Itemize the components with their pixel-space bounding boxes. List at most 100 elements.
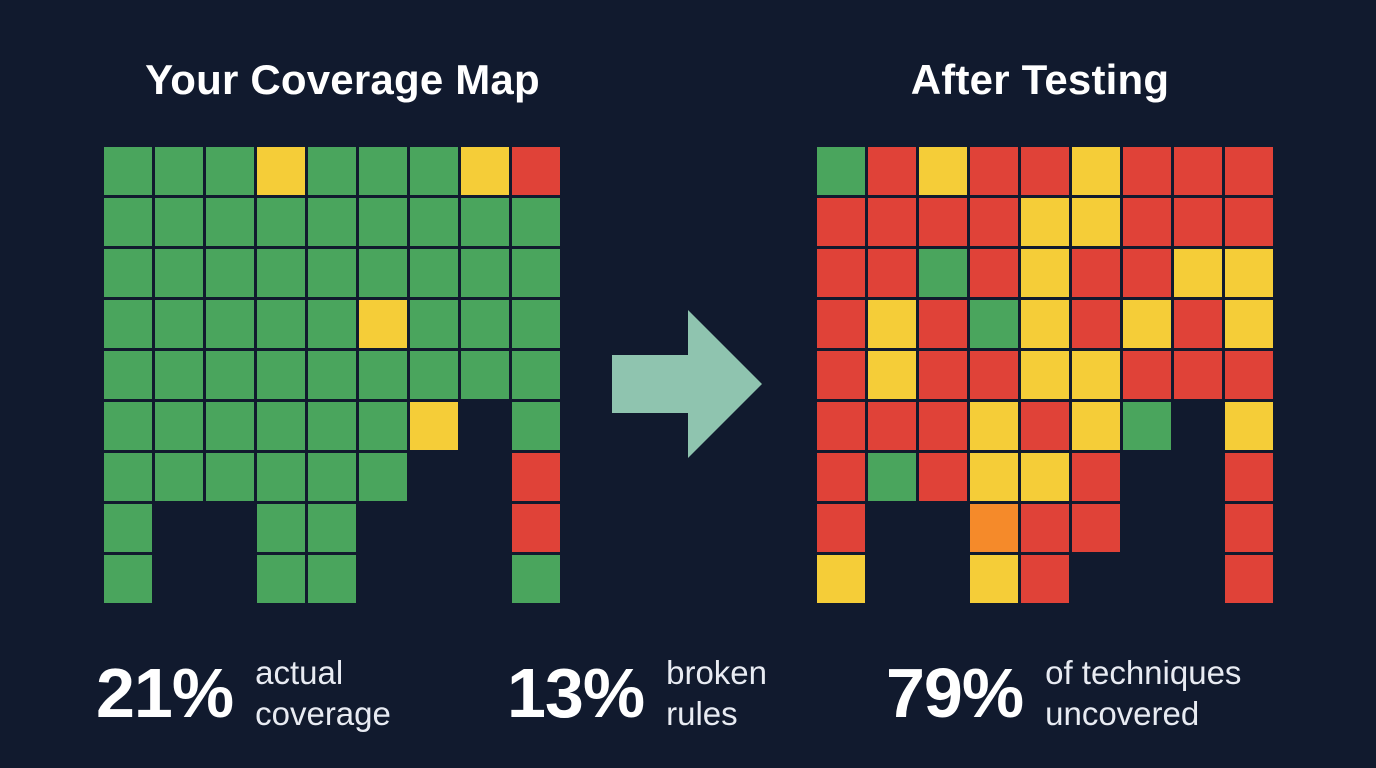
stat-label: broken rules [666,652,767,734]
grid-cell-uncovered [817,402,865,450]
grid-cell-uncovered [817,300,865,348]
grid-cell-empty [1123,453,1171,501]
grid-cell-partial [817,555,865,603]
grid-cell-covered [359,351,407,399]
grid-cell-covered [257,198,305,246]
grid-cell-covered [1123,402,1171,450]
grid-cell-covered [257,504,305,552]
grid-cell-uncovered [1174,351,1222,399]
grid-cell-covered [206,249,254,297]
grid-cell-covered [206,198,254,246]
grid-cell-partial [1123,300,1171,348]
grid-cell-empty [410,504,458,552]
grid-cell-covered [206,402,254,450]
grid-cell-uncovered [1225,453,1273,501]
grid-cell-covered [512,402,560,450]
grid-cell-partial [970,555,1018,603]
grid-cell-partial [359,300,407,348]
grid-cell-partial [1021,300,1069,348]
grid-cell-uncovered [919,351,967,399]
grid-cell-covered [512,351,560,399]
grid-cell-uncovered [1225,555,1273,603]
grid-cell-uncovered [970,351,1018,399]
grid-cell-partial [1021,249,1069,297]
arrow-shape [612,310,762,458]
stat-label-line: broken [666,654,768,691]
grid-cell-covered [410,300,458,348]
grid-cell-empty [461,504,509,552]
grid-cell-uncovered [1174,147,1222,195]
grid-cell-uncovered [817,453,865,501]
grid-cell-uncovered [1123,147,1171,195]
grid-cell-uncovered [817,351,865,399]
grid-cell-covered [257,555,305,603]
grid-cell-covered [155,453,203,501]
stat-broken-rules: 13% broken rules [507,648,767,738]
grid-cell-covered [257,300,305,348]
grid-cell-uncovered [970,198,1018,246]
grid-cell-covered [155,249,203,297]
grid-cell-uncovered [868,249,916,297]
grid-cell-empty [1123,504,1171,552]
grid-cell-covered [512,198,560,246]
stat-actual-coverage: 21% actual coverage [96,648,391,738]
grid-cell-covered [308,402,356,450]
grid-cell-covered [410,351,458,399]
grid-cell-covered [104,147,152,195]
grid-cell-covered [104,555,152,603]
grid-cell-partial [1021,351,1069,399]
grid-cell-uncovered [512,504,560,552]
grid-cell-uncovered [1021,555,1069,603]
grid-cell-empty [410,555,458,603]
grid-cell-empty [206,504,254,552]
grid-cell-partial [257,147,305,195]
grid-cell-uncovered [919,402,967,450]
coverage-grid-after [817,147,1273,603]
coverage-grid-before [104,147,560,603]
grid-cell-covered [868,453,916,501]
grid-cell-uncovered [868,198,916,246]
grid-cell-covered [410,198,458,246]
grid-cell-empty [1174,453,1222,501]
grid-cell-covered [104,504,152,552]
grid-cell-empty [359,555,407,603]
grid-cell-uncovered [1225,147,1273,195]
grid-cell-covered [410,147,458,195]
grid-cell-covered [919,249,967,297]
grid-cell-covered [104,249,152,297]
grid-cell-empty [155,555,203,603]
grid-cell-empty [461,402,509,450]
grid-cell-uncovered [1123,351,1171,399]
grid-cell-empty [359,504,407,552]
grid-cell-covered [461,249,509,297]
grid-cell-uncovered [970,147,1018,195]
grid-cell-partial [1225,300,1273,348]
stat-label-line: coverage [255,695,391,732]
grid-cell-covered [817,147,865,195]
grid-cell-covered [359,402,407,450]
grid-cell-empty [1174,555,1222,603]
grid-cell-uncovered [1072,453,1120,501]
grid-cell-uncovered [1225,198,1273,246]
grid-cell-partial [1021,198,1069,246]
grid-cell-covered [257,453,305,501]
grid-cell-covered [308,147,356,195]
grid-cell-covered [257,402,305,450]
grid-cell-covered [461,300,509,348]
grid-cell-uncovered [1174,198,1222,246]
grid-cell-partial [970,453,1018,501]
grid-cell-empty [1174,402,1222,450]
grid-cell-uncovered [919,453,967,501]
grid-cell-empty [206,555,254,603]
grid-cell-covered [359,453,407,501]
grid-cell-uncovered [868,147,916,195]
grid-cell-covered [308,249,356,297]
grid-cell-covered [359,198,407,246]
stat-label-line: actual [255,654,344,691]
grid-cell-covered [104,198,152,246]
grid-cell-empty [155,504,203,552]
grid-cell-uncovered [919,198,967,246]
grid-cell-partial [1225,402,1273,450]
grid-cell-uncovered [970,249,1018,297]
grid-cell-empty [1123,555,1171,603]
